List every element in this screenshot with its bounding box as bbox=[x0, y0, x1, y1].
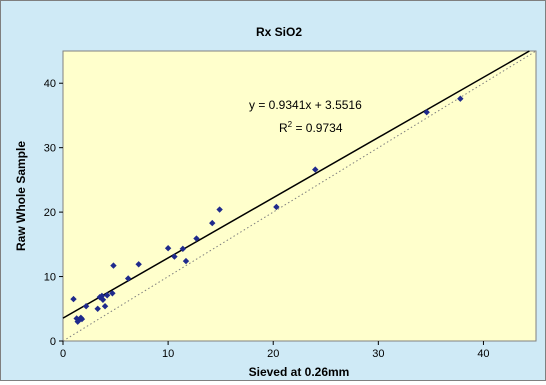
x-tick-label: 40 bbox=[477, 348, 489, 360]
data-point bbox=[101, 303, 109, 310]
r2-superscript: 2 bbox=[288, 120, 293, 129]
y-tick-label: 20 bbox=[44, 207, 56, 219]
r2-value: = 0.9734 bbox=[292, 121, 343, 135]
data-point bbox=[99, 296, 107, 303]
data-point bbox=[103, 292, 111, 299]
data-point bbox=[193, 235, 200, 242]
chart-title: Rx SiO2 bbox=[256, 25, 302, 39]
data-point bbox=[110, 262, 117, 269]
data-point bbox=[109, 290, 116, 297]
reference-line bbox=[62, 50, 537, 342]
trendline-equation: y = 0.9341x + 3.5516 bbox=[249, 98, 362, 112]
r2-prefix: R bbox=[279, 121, 288, 135]
x-tick-label: 0 bbox=[60, 348, 66, 360]
data-point bbox=[457, 95, 464, 102]
data-point bbox=[94, 305, 101, 312]
data-point bbox=[312, 166, 319, 173]
y-axis-label: Raw Whole Sample bbox=[14, 141, 28, 251]
y-tick-label: 30 bbox=[44, 143, 56, 155]
y-tick-label: 0 bbox=[50, 336, 56, 348]
x-tick-label: 10 bbox=[162, 348, 174, 360]
data-point bbox=[124, 275, 132, 282]
data-point bbox=[135, 261, 142, 268]
r-squared-label: R2 = 0.9734 bbox=[279, 120, 343, 135]
data-point bbox=[216, 206, 223, 213]
data-point bbox=[171, 253, 178, 260]
data-point bbox=[179, 245, 187, 253]
x-axis-label: Sieved at 0.26mm bbox=[249, 365, 350, 379]
data-point bbox=[423, 109, 430, 116]
data-point bbox=[82, 303, 90, 310]
data-point bbox=[78, 315, 86, 323]
data-point bbox=[70, 295, 77, 303]
data-point bbox=[273, 203, 280, 211]
y-tick-label: 40 bbox=[44, 78, 56, 90]
x-tick-label: 20 bbox=[267, 348, 279, 360]
data-point bbox=[182, 257, 190, 265]
data-point bbox=[209, 219, 216, 227]
trendline bbox=[62, 50, 530, 319]
data-point bbox=[164, 245, 172, 252]
x-tick-label: 30 bbox=[372, 348, 384, 360]
y-tick-label: 10 bbox=[44, 272, 56, 284]
